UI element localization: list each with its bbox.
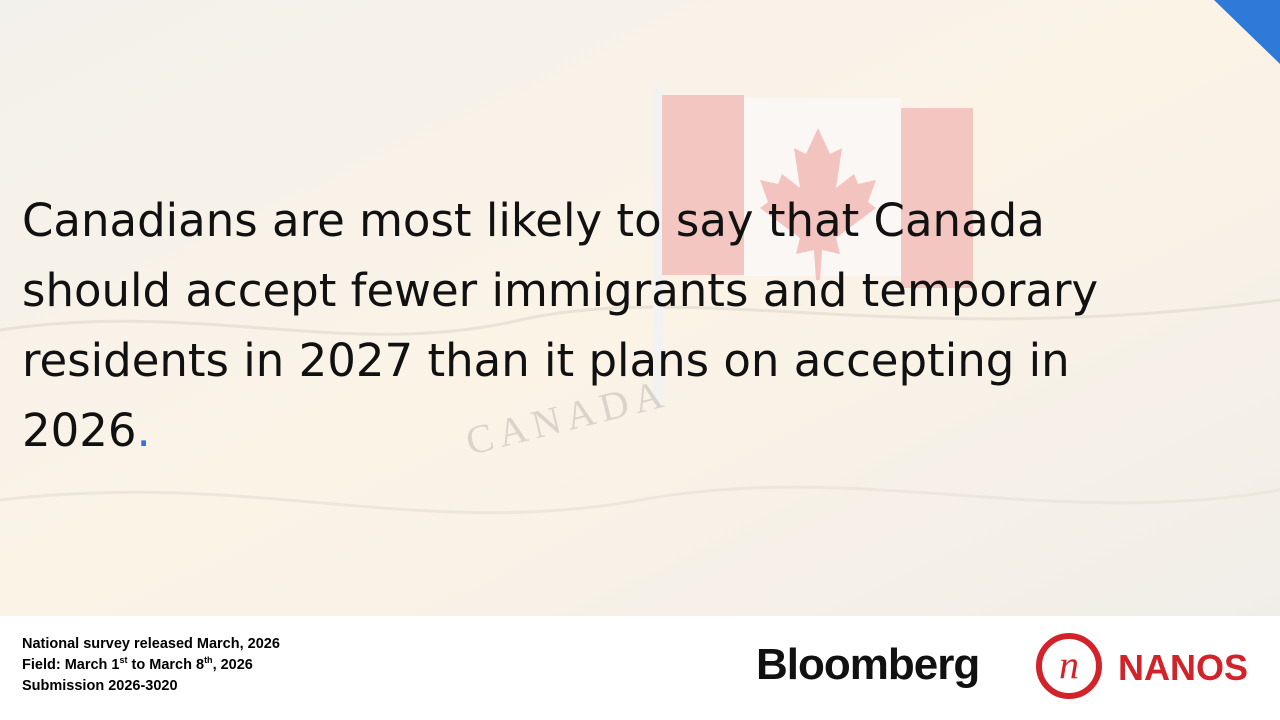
field-superscript: th xyxy=(204,655,213,666)
field-line: Field: March 1st to March 8th, 2026 xyxy=(22,655,280,676)
nanos-wordmark: NANOS xyxy=(1118,647,1248,688)
headline: Canadians are most likely to say that Ca… xyxy=(22,186,1142,466)
nanos-circle xyxy=(1036,633,1102,699)
maple-leaf xyxy=(760,128,876,280)
map-contour xyxy=(0,485,1280,515)
corner-triangle xyxy=(1214,0,1280,64)
field-text: , 2026 xyxy=(212,657,253,673)
nanos-mark: n xyxy=(1059,642,1079,687)
field-superscript: st xyxy=(119,655,128,666)
flag-red-band xyxy=(662,95,744,275)
headline-text: Canadians are most likely to say that Ca… xyxy=(22,194,1099,457)
submission-line: Submission 2026-3020 xyxy=(22,678,178,694)
headline-end-mark: . xyxy=(136,404,151,457)
field-text: to March 8 xyxy=(127,657,205,673)
field-text: Field: March 1 xyxy=(22,657,120,673)
footer: National survey released March, 2026 Fie… xyxy=(22,634,280,697)
flag-pole xyxy=(653,88,663,408)
map-contour xyxy=(0,298,1280,336)
nanos-logo: n NANOS xyxy=(1036,633,1248,699)
release-line: National survey released March, 2026 xyxy=(22,636,280,652)
bloomberg-logo: Bloomberg xyxy=(756,640,980,689)
flag-red-band xyxy=(901,108,973,288)
